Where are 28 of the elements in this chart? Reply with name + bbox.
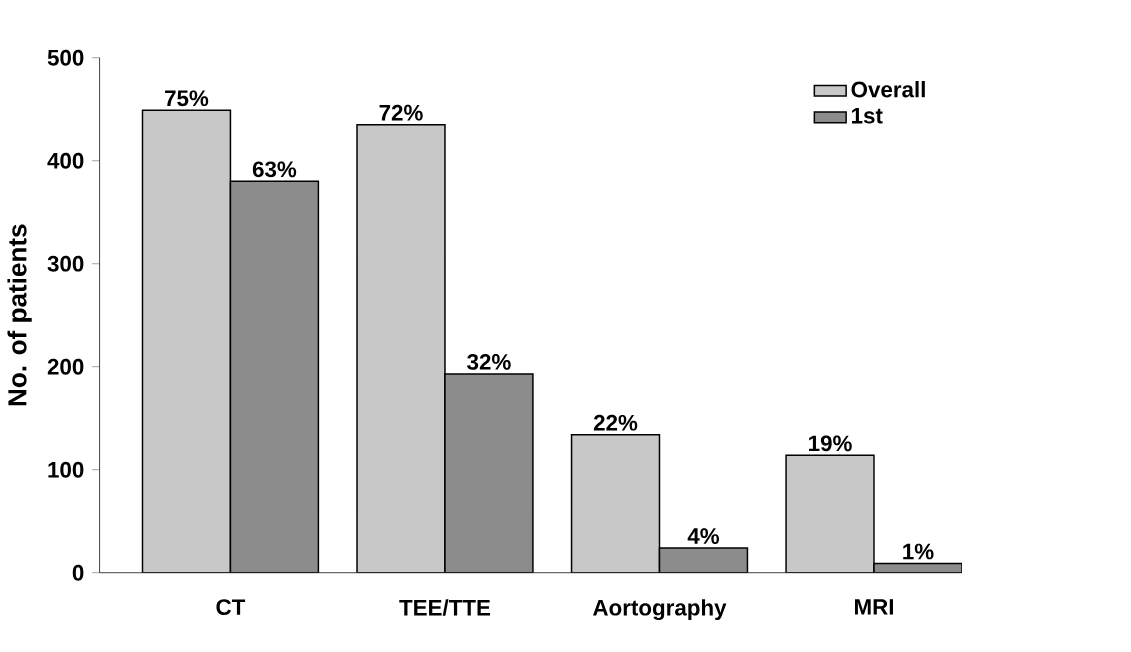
annotation: 72% [379, 104, 423, 121]
bar [356, 123, 446, 573]
bar [570, 434, 661, 573]
y-tick-label: 200 [47, 358, 84, 375]
annotation: 1% [903, 543, 934, 560]
x-tick-label: TEE/TTE [399, 599, 491, 616]
bar [229, 180, 320, 573]
annotation: 75% [165, 90, 209, 107]
annotation: 22% [593, 414, 638, 431]
x-tick-label: CT [216, 599, 246, 616]
y-axis-title: No. of patients [7, 224, 32, 406]
annotation: 63% [252, 161, 297, 178]
annotation: 4% [687, 528, 720, 544]
y-tick-label: 400 [47, 152, 84, 169]
bar [444, 373, 534, 573]
bar [785, 454, 875, 573]
legend-label: Overall [851, 81, 925, 98]
y-tick-label: 300 [47, 255, 84, 272]
annotation: 19% [809, 435, 852, 452]
x-tick-label: MRI [855, 599, 893, 615]
bar [658, 547, 749, 573]
y-tick-label: 500 [47, 49, 84, 66]
bar [141, 109, 232, 573]
x-tick-label: Aortography [592, 599, 727, 621]
y-tick-label: 100 [48, 461, 84, 478]
annotation: 32% [467, 354, 511, 370]
y-tick-label: 0 [72, 564, 84, 581]
legend-label: 1st [852, 108, 883, 124]
